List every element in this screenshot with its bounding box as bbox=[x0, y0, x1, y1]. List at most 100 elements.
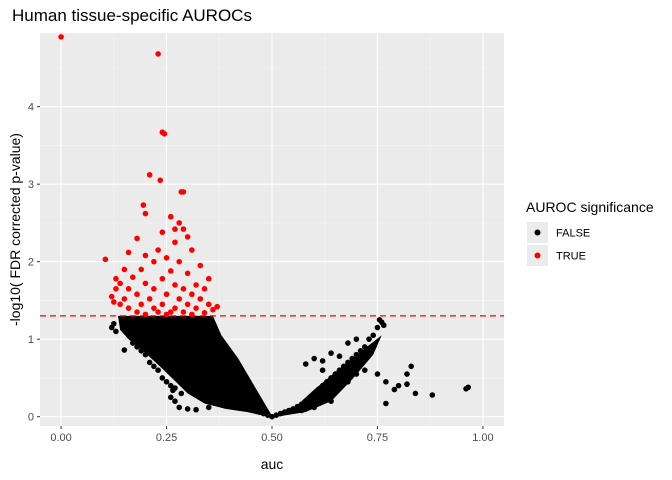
nonsignificant-point bbox=[273, 412, 280, 418]
significant-point bbox=[134, 291, 140, 298]
significant-point bbox=[157, 177, 164, 184]
nonsignificant-point bbox=[205, 375, 212, 381]
nonsignificant-point bbox=[277, 410, 284, 417]
nonsignificant-point bbox=[151, 320, 157, 327]
significant-point bbox=[201, 310, 208, 316]
legend-title: AUROC significance bbox=[526, 199, 654, 215]
significant-point bbox=[113, 275, 119, 282]
significant-point bbox=[142, 252, 149, 259]
significant-point bbox=[176, 220, 182, 226]
nonsignificant-point bbox=[227, 394, 233, 401]
nonsignificant-point bbox=[222, 390, 229, 397]
nonsignificant-point bbox=[210, 379, 216, 385]
nonsignificant-point bbox=[201, 371, 208, 377]
significant-point bbox=[58, 34, 64, 40]
significant-point bbox=[172, 305, 178, 311]
significant-point bbox=[180, 309, 187, 315]
significant-point bbox=[125, 249, 132, 256]
nonsignificant-point bbox=[328, 398, 334, 404]
significant-point bbox=[159, 275, 166, 282]
nonsignificant-point bbox=[260, 410, 267, 417]
significant-point bbox=[155, 247, 161, 253]
nonsignificant-point bbox=[218, 386, 225, 393]
nonsignificant-point bbox=[311, 404, 317, 411]
nonsignificant-point bbox=[159, 328, 166, 335]
significant-point bbox=[176, 258, 182, 265]
y-axis-title: -log10( FDR corrected p-value) bbox=[7, 133, 23, 326]
nonsignificant-point bbox=[231, 396, 237, 403]
nonsignificant-point bbox=[214, 382, 220, 389]
nonsignificant-point bbox=[142, 351, 149, 358]
nonsignificant-point bbox=[391, 386, 398, 393]
significant-point bbox=[205, 301, 212, 308]
nonsignificant-point bbox=[465, 384, 471, 391]
x-tick-label: 1.00 bbox=[472, 432, 493, 444]
significant-point bbox=[121, 266, 128, 273]
significant-point bbox=[151, 285, 157, 292]
significant-point bbox=[201, 285, 208, 292]
nonsignificant-point bbox=[134, 344, 140, 350]
nonsignificant-point bbox=[167, 394, 174, 401]
nonsignificant-point bbox=[332, 386, 339, 393]
significant-point bbox=[163, 254, 170, 261]
nonsignificant-point bbox=[205, 404, 212, 411]
nonsignificant-point bbox=[395, 382, 402, 389]
y-tick-label: 2 bbox=[28, 257, 34, 269]
nonsignificant-point bbox=[324, 392, 330, 398]
significant-point bbox=[210, 306, 216, 313]
significant-point bbox=[155, 309, 161, 315]
significant-point bbox=[121, 296, 128, 302]
significant-point bbox=[189, 247, 195, 253]
y-tick-label: 4 bbox=[28, 102, 34, 114]
significant-point bbox=[138, 266, 145, 273]
legend-key-swatch bbox=[534, 252, 541, 259]
nonsignificant-point bbox=[319, 367, 326, 373]
nonsignificant-point bbox=[380, 322, 387, 329]
nonsignificant-point bbox=[239, 400, 246, 407]
nonsignificant-point bbox=[178, 390, 185, 397]
nonsignificant-point bbox=[370, 332, 377, 339]
nonsignificant-point bbox=[324, 379, 330, 385]
nonsignificant-point bbox=[374, 371, 381, 377]
x-tick-label: 0.25 bbox=[156, 432, 177, 444]
x-axis: 0.00 0.25 0.50 0.75 1.00 bbox=[50, 426, 494, 444]
nonsignificant-point bbox=[302, 398, 309, 404]
nonsignificant-point bbox=[264, 412, 271, 418]
significant-point bbox=[125, 305, 132, 311]
nonsignificant-point bbox=[111, 320, 117, 327]
nonsignificant-point bbox=[383, 379, 389, 385]
nonsignificant-point bbox=[336, 367, 343, 373]
significant-point bbox=[108, 293, 115, 300]
nonsignificant-point bbox=[167, 332, 174, 339]
nonsignificant-point bbox=[146, 359, 153, 366]
significant-point bbox=[113, 285, 119, 292]
nonsignificant-point bbox=[155, 367, 161, 373]
nonsignificant-point bbox=[189, 355, 195, 362]
nonsignificant-point bbox=[404, 381, 410, 387]
nonsignificant-point bbox=[328, 375, 334, 381]
significant-point bbox=[180, 285, 187, 292]
significant-point bbox=[140, 202, 147, 208]
nonsignificant-point bbox=[298, 401, 305, 408]
nonsignificant-point bbox=[176, 404, 182, 411]
significant-point bbox=[184, 234, 191, 240]
x-tick-label: 0.50 bbox=[261, 432, 282, 444]
nonsignificant-point bbox=[167, 382, 174, 389]
significant-point bbox=[184, 270, 191, 277]
significant-point bbox=[172, 226, 178, 232]
significant-point bbox=[134, 309, 140, 315]
nonsignificant-point bbox=[307, 394, 313, 401]
significant-point bbox=[172, 282, 178, 288]
y-axis: 0 1 2 3 4 bbox=[28, 102, 40, 424]
significant-point bbox=[117, 280, 123, 287]
significant-point bbox=[151, 305, 157, 311]
chart-title: Human tissue-specific AUROCs bbox=[12, 6, 252, 25]
legend: AUROC significance FALSE TRUE bbox=[526, 199, 654, 266]
nonsignificant-point bbox=[362, 344, 368, 350]
significant-point bbox=[167, 268, 174, 274]
y-tick-label: 3 bbox=[28, 179, 34, 191]
nonsignificant-point bbox=[315, 386, 322, 393]
nonsignificant-point bbox=[197, 367, 204, 373]
nonsignificant-point bbox=[412, 390, 419, 397]
nonsignificant-point bbox=[345, 340, 351, 346]
